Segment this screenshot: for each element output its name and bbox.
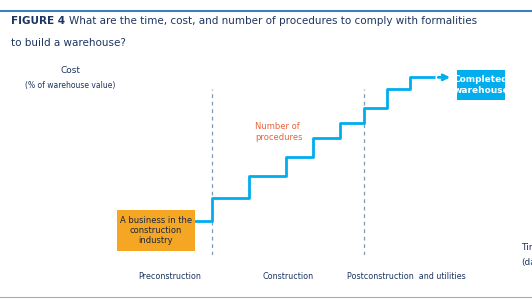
Text: What are the time, cost, and number of procedures to comply with formalities: What are the time, cost, and number of p… <box>56 16 477 26</box>
Text: (days): (days) <box>521 258 532 267</box>
Text: Number of
procedures: Number of procedures <box>255 122 302 142</box>
Text: Postconstruction  and utilities: Postconstruction and utilities <box>347 272 466 281</box>
Text: (% of warehouse value): (% of warehouse value) <box>25 81 115 90</box>
Text: Completed
warehouse: Completed warehouse <box>453 75 509 94</box>
Text: FIGURE 4: FIGURE 4 <box>11 16 65 26</box>
Text: to build a warehouse?: to build a warehouse? <box>11 38 126 47</box>
Text: Time: Time <box>521 243 532 252</box>
Text: Preconstruction: Preconstruction <box>138 272 201 281</box>
Text: Cost: Cost <box>61 66 80 75</box>
Text: Construction: Construction <box>262 272 313 281</box>
Bar <box>457 70 505 100</box>
Text: A business in the
construction
industry: A business in the construction industry <box>120 215 192 245</box>
Bar <box>117 210 195 251</box>
